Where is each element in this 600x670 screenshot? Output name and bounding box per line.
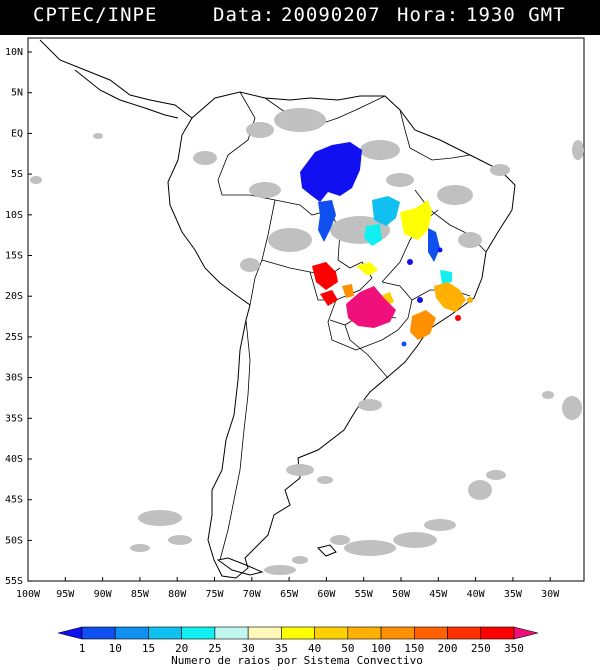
colorbar-label: 50 bbox=[341, 642, 354, 655]
colorbar-segment bbox=[247, 626, 282, 640]
lat-tick-label: 5S bbox=[11, 169, 23, 180]
colorbar-label: 150 bbox=[404, 642, 424, 655]
lon-tick-label: 40W bbox=[467, 589, 486, 600]
colorbar-label: 200 bbox=[438, 642, 458, 655]
falklands bbox=[317, 544, 337, 557]
system-cyan-north bbox=[372, 196, 400, 226]
convective-systems bbox=[300, 142, 473, 347]
colorbar-segment bbox=[214, 626, 249, 640]
system-blue-east bbox=[428, 228, 440, 262]
colorbar-label: 30 bbox=[242, 642, 255, 655]
system-cyan-mid bbox=[364, 224, 382, 246]
system-yellow-mid bbox=[356, 262, 378, 276]
lon-tick-label: 80W bbox=[168, 589, 187, 600]
system-yellow-north bbox=[400, 200, 432, 240]
lon-tick-label: 90W bbox=[94, 589, 113, 600]
system-blue-south bbox=[318, 200, 336, 242]
lat-tick-label: 35S bbox=[5, 413, 23, 424]
lon-tick-label: 35W bbox=[504, 589, 523, 600]
colorbar-boxes bbox=[57, 626, 539, 640]
lon-tick-label: 100W bbox=[16, 589, 41, 600]
lat-tick-label: 10N bbox=[5, 47, 23, 58]
colorbar-label: 15 bbox=[142, 642, 155, 655]
colorbar-label: 20 bbox=[175, 642, 188, 655]
colorbar: 1 10 15 20 25 30 35 40 50 100 150 200 250 350 Numero … bbox=[57, 626, 539, 667]
lon-tick-label: 70W bbox=[243, 589, 262, 600]
colorbar-segment bbox=[81, 626, 116, 640]
lat-tick-label: 55S bbox=[5, 576, 23, 587]
system-magenta bbox=[346, 286, 396, 328]
colorbar-segment bbox=[380, 626, 415, 640]
colorbar-segment bbox=[314, 626, 349, 640]
lon-tick-label: 85W bbox=[131, 589, 150, 600]
source-label: CPTEC/INPE bbox=[33, 4, 158, 26]
system-yellow-south bbox=[380, 292, 394, 306]
colorbar-segment bbox=[281, 626, 315, 640]
system-blue-large bbox=[300, 142, 362, 202]
colorbar-label: 250 bbox=[471, 642, 491, 655]
central-america-coast bbox=[39, 39, 193, 119]
system-red-west bbox=[312, 262, 338, 290]
colorbar-segment bbox=[447, 626, 482, 640]
system-orange-east bbox=[434, 282, 466, 312]
latitude-axis: 10N 5N EQ 5S 10S 15S 20S 25S 30S 35S 40S 45S 50S 55S bbox=[5, 47, 32, 587]
lon-tick-label: 65W bbox=[280, 589, 299, 600]
lat-tick-label: 30S bbox=[5, 373, 23, 384]
lat-tick-label: EQ bbox=[11, 128, 23, 139]
date-label: Data: bbox=[213, 4, 276, 26]
colorbar-title: Numero de raios por Sistema Convectivo bbox=[171, 654, 423, 667]
system-cyan-east bbox=[440, 270, 452, 284]
lat-tick-label: 15S bbox=[5, 251, 23, 262]
lat-tick-label: 40S bbox=[5, 454, 23, 465]
system-orange-south bbox=[410, 310, 436, 340]
hour-label: Hora: bbox=[397, 4, 460, 26]
tierra-del-fuego bbox=[216, 557, 264, 576]
colorbar-segment bbox=[114, 626, 149, 640]
colorbar-label: 100 bbox=[371, 642, 391, 655]
colorbar-label: 40 bbox=[308, 642, 321, 655]
lat-tick-label: 10S bbox=[5, 210, 23, 221]
lon-tick-label: 75W bbox=[205, 589, 224, 600]
colorbar-label: 1 bbox=[79, 642, 86, 655]
lat-tick-label: 25S bbox=[5, 332, 23, 343]
date-value: 20090207 bbox=[281, 4, 381, 26]
lon-tick-label: 30W bbox=[541, 589, 560, 600]
lon-tick-label: 50W bbox=[392, 589, 411, 600]
lon-tick-label: 55W bbox=[355, 589, 374, 600]
system-orange-mid bbox=[342, 284, 354, 298]
colorbar-segment bbox=[148, 626, 182, 640]
colorbar-segment bbox=[513, 626, 539, 640]
lon-tick-label: 45W bbox=[429, 589, 448, 600]
lon-tick-label: 95W bbox=[56, 589, 75, 600]
lightning-map: 10N5NEQ5S10S15S20S25S30S35S40S45S50S55S … bbox=[5, 37, 585, 600]
colorbar-label: 35 bbox=[275, 642, 288, 655]
colorbar-segment bbox=[181, 626, 216, 640]
cloud-areas bbox=[30, 108, 584, 575]
colorbar-label: 25 bbox=[208, 642, 221, 655]
lat-tick-label: 5N bbox=[11, 88, 23, 99]
colorbar-segment bbox=[414, 626, 448, 640]
lat-tick-label: 20S bbox=[5, 291, 23, 302]
map-header: CPTEC/INPE Data: 20090207 Hora: 1930 GMT bbox=[0, 0, 600, 35]
system-red-mid bbox=[320, 290, 338, 306]
hour-value: 1930 GMT bbox=[466, 4, 566, 26]
lat-tick-label: 45S bbox=[5, 495, 23, 506]
longitude-axis: 100W 95W 90W 85W 80W 75W 70W 65W 60W 55W 50W 45W 40W… bbox=[16, 577, 560, 600]
lon-tick-label: 60W bbox=[317, 589, 336, 600]
colorbar-label: 350 bbox=[504, 642, 524, 655]
colorbar-segment bbox=[480, 626, 515, 640]
colorbar-labels: 1 10 15 20 25 30 35 40 50 100 150 200 250 350 bbox=[79, 642, 524, 655]
lat-tick-label: 50S bbox=[5, 535, 23, 546]
colorbar-segment bbox=[57, 626, 83, 640]
colorbar-segment bbox=[347, 626, 382, 640]
colorbar-label: 10 bbox=[109, 642, 122, 655]
